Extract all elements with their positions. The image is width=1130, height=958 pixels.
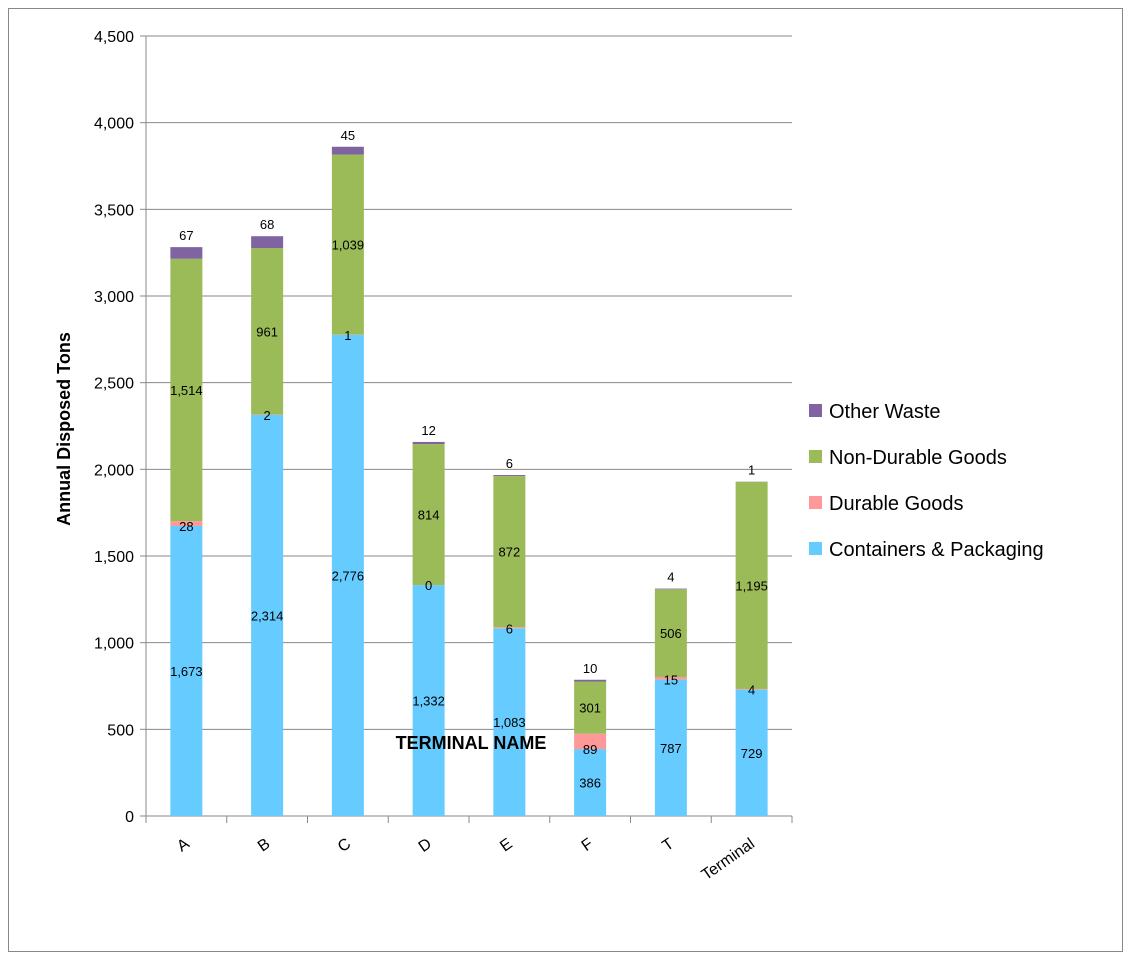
stacked-bar-chart: 0 500 1,000 1,500 2,000 2,500 3,000 3,500 4,000 4… (54, 29, 1044, 884)
data-label: 4 (748, 683, 755, 698)
x-tick-label: Terminal (699, 835, 758, 884)
data-label: 386 (579, 776, 601, 791)
bar-segment (654, 679, 687, 816)
y-tick-label: 3,000 (94, 289, 134, 306)
bar-segment (574, 733, 607, 750)
bar-segment (170, 258, 203, 522)
data-label: 1 (748, 463, 755, 478)
legend-label: Other Waste (829, 401, 941, 423)
bar-segment (251, 414, 284, 816)
data-label: 2,776 (332, 568, 365, 583)
bar-segment (735, 481, 768, 689)
x-tick-label: C (335, 835, 354, 856)
legend-label: Non-Durable Goods (829, 447, 1007, 469)
x-tick-label: A (174, 835, 193, 855)
bar-segment (574, 749, 607, 816)
data-label: 1,332 (412, 694, 445, 709)
x-tick-label: D (416, 835, 435, 856)
x-tick-label: E (497, 835, 515, 855)
chart-frame: 0 500 1,000 1,500 2,000 2,500 3,000 3,500 4,000 4… (8, 8, 1123, 952)
data-label: 1,083 (493, 715, 526, 730)
bar-segment (170, 526, 203, 816)
axes: 0 500 1,000 1,500 2,000 2,500 3,000 3,500 4,000 4… (94, 29, 793, 884)
data-labels: 1,673 28 1,514 67 2,314 2 961 68 2,776 1 1,039 45 1,… (170, 128, 768, 791)
bar-segment (654, 589, 687, 677)
y-tick-label: 4,500 (94, 29, 134, 46)
bar-segment (654, 588, 687, 590)
y-tick-label: 2,500 (94, 376, 134, 393)
bar-segment (331, 146, 364, 155)
legend-swatch (809, 542, 822, 555)
data-label: 67 (179, 228, 193, 243)
data-label: 961 (256, 324, 278, 339)
legend-label: Containers & Packaging (829, 539, 1044, 561)
data-label: 2 (264, 408, 271, 423)
data-label: 787 (660, 741, 682, 756)
data-label: 1 (344, 328, 351, 343)
data-label: 68 (260, 217, 274, 232)
bar-segment (493, 628, 526, 816)
y-tick-label: 1,500 (94, 549, 134, 566)
data-label: 12 (421, 423, 435, 438)
legend-label: Durable Goods (829, 493, 964, 515)
data-label: 814 (418, 508, 440, 523)
legend: Other Waste Non-Durable Goods Durable Good… (809, 401, 1044, 561)
y-tick-label: 0 (125, 809, 134, 826)
bar-segment (331, 154, 364, 335)
y-tick-label: 500 (107, 722, 134, 739)
data-label: 10 (583, 661, 597, 676)
bar-segment (493, 475, 526, 477)
legend-swatch (809, 404, 822, 417)
y-tick-label: 2,000 (94, 462, 134, 479)
bar-segment (493, 476, 526, 628)
x-tick-label: T (659, 835, 677, 855)
y-tick-label: 4,000 (94, 116, 134, 133)
data-label: 872 (499, 545, 521, 560)
data-label: 6 (506, 456, 513, 471)
bar-segment (735, 688, 768, 690)
y-tick-label: 3,500 (94, 202, 134, 219)
data-label: 6 (506, 621, 513, 636)
bar-segment (654, 676, 687, 680)
gridlines (146, 35, 792, 730)
y-axis-title: Annual Disposed Tons (54, 332, 74, 526)
data-label: 506 (660, 626, 682, 641)
data-label: 15 (664, 673, 678, 688)
legend-swatch (809, 496, 822, 509)
data-label: 729 (741, 746, 763, 761)
bar-segment (412, 444, 445, 586)
data-label: 1,514 (170, 383, 203, 398)
bar-segment (412, 585, 445, 816)
bar-segment (170, 521, 203, 527)
x-axis-title: TERMINAL NAME (396, 733, 547, 753)
data-label: 1,195 (735, 578, 768, 593)
y-tick-label: 1,000 (94, 636, 134, 653)
bars (170, 146, 768, 816)
bar-segment (735, 689, 768, 816)
data-label: 89 (583, 742, 597, 757)
bar-segment (412, 441, 445, 445)
x-tick-label: B (255, 835, 273, 855)
bar-segment (251, 236, 284, 248)
data-label: 28 (179, 519, 193, 534)
x-tick-label: F (579, 835, 597, 855)
bar-segment (574, 681, 607, 734)
data-label: 45 (341, 128, 355, 143)
bar-segment (493, 627, 526, 629)
data-label: 2,314 (251, 608, 284, 623)
bar-segment (251, 247, 284, 415)
data-label: 1,039 (332, 238, 365, 253)
legend-swatch (809, 450, 822, 463)
data-label: 301 (579, 701, 601, 716)
data-label: 1,673 (170, 664, 203, 679)
data-label: 4 (667, 570, 674, 585)
bar-segment (170, 247, 203, 259)
data-label: 0 (425, 578, 432, 593)
bar-segment (331, 334, 364, 816)
bar-segment (574, 679, 607, 682)
